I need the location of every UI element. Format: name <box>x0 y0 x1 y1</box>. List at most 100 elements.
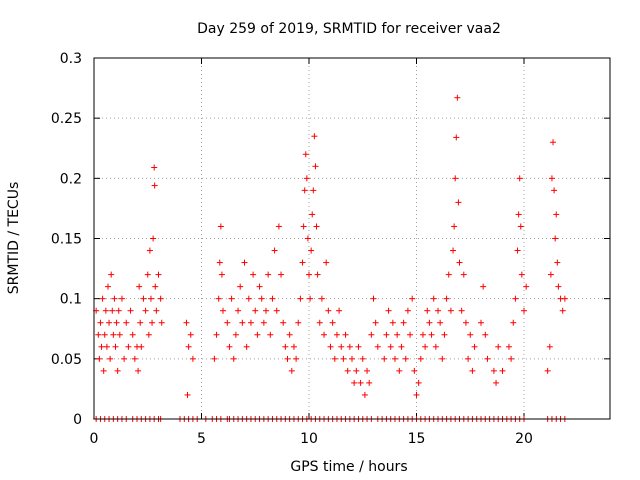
data-point <box>342 331 349 338</box>
data-point <box>235 307 242 314</box>
y-tick-label: 0.15 <box>51 232 82 248</box>
data-point <box>467 331 474 338</box>
axis-ticks: 0 0.05 0.1 0.15 0.2 0.25 0.3 0 5 10 15 20 <box>51 51 610 447</box>
data-point <box>508 355 515 362</box>
data-point <box>293 355 300 362</box>
data-point <box>385 307 392 314</box>
data-point <box>215 295 222 302</box>
data-point <box>300 223 307 230</box>
data-point <box>97 319 104 326</box>
data-point <box>218 271 225 278</box>
data-point <box>404 307 411 314</box>
y-axis-label: SRMTID / TECUs <box>6 182 22 295</box>
data-point <box>129 331 136 338</box>
data-point <box>430 295 437 302</box>
data-point <box>392 355 398 362</box>
data-point <box>109 307 116 314</box>
data-point <box>111 295 118 302</box>
x-tick-label: 20 <box>515 431 533 447</box>
data-point <box>144 271 151 278</box>
data-point <box>99 295 106 302</box>
data-point <box>146 247 153 254</box>
data-point <box>123 319 130 326</box>
data-point <box>318 295 325 302</box>
data-point <box>150 235 157 242</box>
data-point <box>310 187 317 194</box>
data-point <box>510 319 517 326</box>
data-point <box>333 331 340 338</box>
data-point <box>325 307 332 314</box>
data-point <box>331 355 338 362</box>
data-point <box>398 343 405 350</box>
data-point <box>316 319 323 326</box>
plot-frame <box>93 57 611 420</box>
data-point <box>340 355 347 362</box>
data-point <box>355 343 362 350</box>
data-point <box>445 271 452 278</box>
data-point <box>116 331 123 338</box>
data-point <box>245 295 252 302</box>
y-tick-label: 0.25 <box>51 111 82 127</box>
data-point <box>389 319 396 326</box>
data-point <box>518 271 525 278</box>
data-point <box>131 355 138 362</box>
data-point <box>250 271 257 278</box>
data-point <box>104 283 111 290</box>
data-point <box>157 295 164 302</box>
data-point <box>321 331 328 338</box>
data-point <box>495 343 502 350</box>
data-point <box>303 175 310 182</box>
data-point <box>153 307 160 314</box>
data-point <box>346 343 353 350</box>
data-point <box>544 367 551 374</box>
data-point <box>297 295 304 302</box>
data-point <box>185 343 192 350</box>
data-point <box>241 259 248 266</box>
data-point <box>336 307 343 314</box>
data-point <box>413 391 420 398</box>
data-point <box>323 259 330 266</box>
data-point <box>151 182 158 189</box>
data-point <box>102 307 109 314</box>
grid <box>94 58 610 419</box>
data-point <box>288 367 295 374</box>
data-point <box>514 247 521 254</box>
data-point <box>422 343 429 350</box>
data-point <box>370 295 377 302</box>
data-point <box>374 343 381 350</box>
data-point <box>551 187 558 194</box>
data-point <box>312 163 319 170</box>
data-point <box>419 331 426 338</box>
data-point <box>381 355 388 362</box>
data-point <box>402 355 409 362</box>
data-point <box>550 139 557 146</box>
data-point <box>512 295 519 302</box>
data-point <box>478 319 484 326</box>
data-point <box>275 223 282 230</box>
data-point <box>372 319 379 326</box>
data-point <box>450 247 457 254</box>
data-point <box>338 343 345 350</box>
data-point <box>458 307 465 314</box>
data-point <box>443 295 450 302</box>
data-point <box>447 307 454 314</box>
data-point <box>258 295 265 302</box>
data-point <box>100 367 107 374</box>
data-point <box>147 295 154 302</box>
data-point <box>437 319 444 326</box>
data-point <box>151 164 158 171</box>
data-point <box>309 211 316 218</box>
data-point <box>110 331 117 338</box>
data-point <box>548 175 555 182</box>
data-point <box>228 295 235 302</box>
data-point <box>282 343 289 350</box>
data-point <box>521 307 527 314</box>
data-point <box>453 134 460 141</box>
data-point <box>387 343 394 350</box>
data-point <box>138 343 145 350</box>
chart-title: Day 259 of 2019, SRMTID for receiver vaa… <box>197 21 501 37</box>
data-point <box>216 259 223 266</box>
data-point <box>299 259 306 266</box>
data-point <box>471 343 478 350</box>
data-point <box>552 235 559 242</box>
